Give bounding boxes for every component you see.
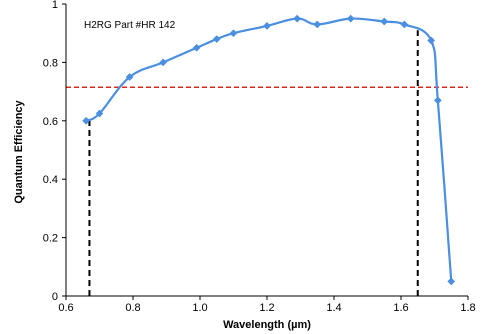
x-axis-title: Wavelength (µm) <box>223 319 311 331</box>
y-tick-label: 0.6 <box>43 116 58 128</box>
qe-data-point <box>346 14 355 23</box>
qe-data-point <box>293 14 302 23</box>
qe-data-point <box>433 96 442 105</box>
x-tick-label: 1.0 <box>192 302 207 314</box>
qe-data-point <box>159 58 168 67</box>
reference-lines <box>66 30 468 296</box>
qe-data-point <box>427 36 436 45</box>
y-tick-label: 0.4 <box>43 174 58 186</box>
y-tick-label: 0 <box>52 291 58 303</box>
x-tick-label: 1.4 <box>326 302 341 314</box>
y-axis-title: Quantum Efficiency <box>13 99 25 203</box>
x-tick-label: 1.8 <box>460 302 475 314</box>
y-tick-label: 0.2 <box>43 233 58 245</box>
x-tick-label: 0.6 <box>58 302 73 314</box>
labels: H2RG Part #HR 142 Wavelength (µm) Quantu… <box>13 20 311 331</box>
qe-data-point <box>447 277 456 286</box>
y-tick-label: 0.8 <box>43 57 58 69</box>
x-tick-label: 1.6 <box>393 302 408 314</box>
x-tick-label: 0.8 <box>125 302 140 314</box>
qe-data-point <box>229 29 238 38</box>
qe-data-point <box>400 20 409 29</box>
qe-data-point <box>212 35 221 43</box>
axes: 0 0.2 0.4 0.6 0.8 1 0.6 0.8 1.0 1.2 1.4 1.6 1.8 <box>43 0 476 314</box>
qe-series-line <box>85 17 453 282</box>
qe-data-point <box>380 17 389 26</box>
qe-data-point <box>125 73 134 81</box>
qe-data-point <box>263 21 271 30</box>
qe-data-point <box>95 109 104 118</box>
qe-data-point <box>192 43 201 52</box>
x-tick-label: 1.2 <box>259 302 274 314</box>
qe-data-point <box>313 20 322 29</box>
chart-annotation: H2RG Part #HR 142 <box>84 20 176 31</box>
series-layer <box>82 14 456 286</box>
y-tick-label: 1 <box>52 0 58 11</box>
qe-data-point <box>82 116 91 125</box>
